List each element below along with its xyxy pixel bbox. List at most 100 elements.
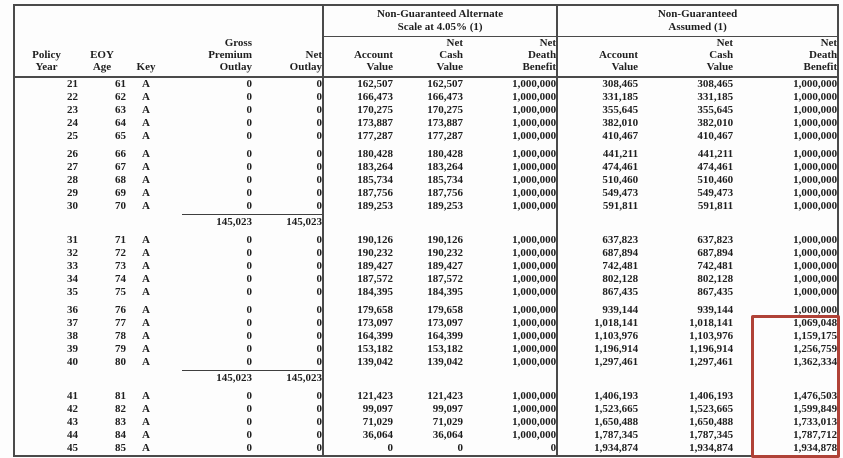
table-row: 27 67 A 0 0 183,264 183,264 1,000,000 474,461 474…: [14, 161, 838, 174]
table-row: 40 80 A 0 0 139,042 139,042 1,000,000 1,297,461 1…: [14, 356, 838, 369]
cell-assumed-account-value: 742,481: [556, 260, 639, 273]
cell-key: A: [142, 260, 150, 272]
cell-alt-net-cash-value: 179,658: [427, 304, 464, 316]
cell-net-outlay: 0: [316, 117, 323, 129]
table-wrapper: Non-Guaranteed Alternate Scale at 4.05% …: [13, 4, 841, 458]
cell-alt-net-death-benefit: 1,000,000: [512, 330, 557, 342]
cell-alt-net-death-benefit: 1,000,000: [512, 78, 557, 90]
cell-assumed-account-value: 1,018,141: [556, 317, 639, 330]
cell-key: A: [142, 429, 150, 441]
table-row: 22 62 A 0 0 166,473 166,473 1,000,000 331,185 331…: [14, 91, 838, 104]
cell-eoy-age: 72: [115, 247, 126, 259]
cell-policy-year: 39: [67, 343, 78, 355]
cell-assumed-net-cash-value: 1,787,345: [689, 429, 734, 441]
cell-assumed-net-death-benefit: 1,787,712: [793, 429, 838, 441]
cell-alt-account-value: 173,097: [322, 317, 394, 330]
cell-net-outlay: 0: [316, 104, 323, 116]
group-header-row: Non-Guaranteed Alternate Scale at 4.05% …: [14, 5, 839, 37]
subtotal-row: 145,023 145,023: [14, 369, 838, 385]
table-row: 29 69 A 0 0 187,756 187,756 1,000,000 549,473 549…: [14, 187, 838, 200]
table-row: 43 83 A 0 0 71,029 71,029 1,000,000 1,650,488 1,6…: [14, 416, 838, 429]
cell-alt-net-death-benefit: 1,000,000: [512, 130, 557, 142]
spacer-row: [14, 143, 838, 148]
cell-gross-premium-outlay: 0: [246, 330, 253, 342]
cell-assumed-account-value: 1,103,976: [556, 330, 639, 343]
cell-alt-account-value: 187,572: [322, 273, 394, 286]
cell-alt-net-cash-value: 180,428: [427, 148, 464, 160]
cell-key: A: [142, 343, 150, 355]
cell-alt-net-cash-value: 121,423: [427, 390, 464, 402]
cell-policy-year: 43: [67, 416, 78, 428]
cell-assumed-account-value: 1,934,874: [556, 442, 639, 456]
cell-net-outlay: 0: [316, 130, 323, 142]
cell-eoy-age: 61: [115, 78, 126, 90]
cell-eoy-age: 67: [115, 161, 126, 173]
spacer-row: [14, 299, 838, 304]
cell-assumed-net-death-benefit: 1,000,000: [793, 174, 838, 186]
cell-alt-account-value: 183,264: [322, 161, 394, 174]
cell-assumed-account-value: 1,196,914: [556, 343, 639, 356]
cell-key: A: [142, 91, 150, 103]
cell-assumed-net-death-benefit: 1,000,000: [793, 260, 838, 272]
cell-assumed-account-value: 687,894: [556, 247, 639, 260]
cell-key: A: [142, 416, 150, 428]
cell-key: A: [142, 234, 150, 246]
cell-assumed-net-cash-value: 441,211: [697, 148, 734, 160]
cell-alt-account-value: 179,658: [322, 304, 394, 317]
cell-alt-net-death-benefit: 1,000,000: [512, 161, 557, 173]
table-row: 44 84 A 0 0 36,064 36,064 1,000,000 1,787,345 1,7…: [14, 429, 838, 442]
cell-assumed-net-cash-value: 742,481: [697, 260, 734, 272]
cell-net-outlay: 0: [316, 234, 323, 246]
cell-assumed-net-cash-value: 1,650,488: [689, 416, 734, 428]
cell-net-outlay: 0: [316, 330, 323, 342]
cell-alt-net-death-benefit: 1,000,000: [512, 148, 557, 160]
cell-gross-premium-outlay: 0: [246, 343, 253, 355]
cell-assumed-net-death-benefit: 1,733,013: [793, 416, 838, 428]
cell-assumed-net-cash-value: 1,196,914: [689, 343, 734, 355]
cell-alt-net-death-benefit: 1,000,000: [512, 304, 557, 316]
cell-assumed-account-value: 474,461: [556, 161, 639, 174]
cell-alt-net-death-benefit: 1,000,000: [512, 187, 557, 199]
cell-alt-net-cash-value: 190,232: [427, 247, 464, 259]
cell-alt-net-cash-value: 189,253: [427, 200, 464, 212]
cell-alt-net-death-benefit: 1,000,000: [512, 429, 557, 441]
cell-assumed-account-value: 410,467: [556, 130, 639, 143]
cell-assumed-account-value: 382,010: [556, 117, 639, 130]
cell-alt-net-cash-value: 185,734: [427, 174, 464, 186]
cell-assumed-net-cash-value: 1,523,665: [689, 403, 734, 415]
cell-assumed-net-cash-value: 939,144: [697, 304, 734, 316]
cell-key: A: [142, 104, 150, 116]
cell-alt-account-value: 190,232: [322, 247, 394, 260]
cell-gross-premium-outlay: 0: [246, 234, 253, 246]
cell-net-outlay: 0: [316, 343, 323, 355]
cell-net-outlay: 0: [316, 260, 323, 272]
cell-assumed-net-death-benefit: 1,000,000: [793, 130, 838, 142]
cell-alt-net-cash-value: 187,756: [427, 187, 464, 199]
cell-eoy-age: 65: [115, 130, 126, 142]
cell-alt-account-value: 166,473: [322, 91, 394, 104]
cell-eoy-age: 68: [115, 174, 126, 186]
table-row: 33 73 A 0 0 189,427 189,427 1,000,000 742,481 742…: [14, 260, 838, 273]
cell-eoy-age: 74: [115, 273, 126, 285]
cell-net-outlay: 0: [316, 91, 323, 103]
cell-assumed-net-cash-value: 591,811: [697, 200, 734, 212]
group-header-alternate: Non-Guaranteed Alternate Scale at 4.05% …: [322, 5, 558, 37]
cell-gross-premium-outlay: 0: [246, 200, 253, 212]
cell-assumed-account-value: 637,823: [556, 234, 639, 247]
cell-gross-premium-outlay: 0: [246, 442, 253, 454]
cell-alt-net-cash-value: 190,126: [427, 234, 464, 246]
cell-alt-account-value: 190,126: [322, 234, 394, 247]
cell-alt-net-cash-value: 162,507: [427, 78, 464, 90]
table-row: 45 85 A 0 0 0 0 0 1,934,874 1,934,874 1,934,878: [14, 442, 838, 456]
cell-assumed-net-cash-value: 1,103,976: [689, 330, 734, 342]
cell-assumed-account-value: 1,406,193: [556, 390, 639, 403]
cell-eoy-age: 77: [115, 317, 126, 329]
cell-key: A: [142, 117, 150, 129]
cell-policy-year: 31: [67, 234, 78, 246]
cell-alt-net-cash-value: 187,572: [427, 273, 464, 285]
cell-alt-net-cash-value: 184,395: [427, 286, 464, 298]
col-header-gross-premium-outlay: Gross Premium Outlay: [166, 36, 252, 78]
policy-illustration-table: Non-Guaranteed Alternate Scale at 4.05% …: [13, 4, 840, 457]
cell-policy-year: 38: [67, 330, 78, 342]
cell-assumed-account-value: 867,435: [556, 286, 639, 299]
